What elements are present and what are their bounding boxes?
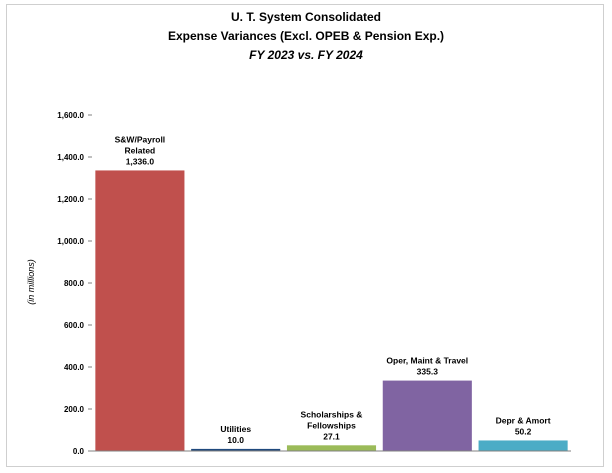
- chart-title-group: U. T. System Consolidated Expense Varian…: [168, 10, 444, 62]
- bar-value-label: 27.1: [323, 431, 340, 441]
- bar-value-label: 1,336.0: [126, 156, 155, 166]
- bar-value-label: 335.3: [417, 367, 439, 377]
- bar-category-label: Utilities: [220, 424, 251, 434]
- bar-series: [95, 170, 568, 451]
- bar: [478, 440, 568, 451]
- bar: [191, 448, 281, 451]
- bar-category-label: Fellowships: [307, 420, 356, 430]
- bar-value-label: 50.2: [515, 426, 532, 436]
- y-tick-label: 800.0: [64, 279, 85, 288]
- bar-category-label: Related: [125, 145, 156, 155]
- chart-subtitle: FY 2023 vs. FY 2024: [249, 48, 363, 62]
- y-tick-label: 600.0: [64, 321, 85, 330]
- y-tick-label: 1,400.0: [57, 153, 84, 162]
- bar-category-label: Scholarships &: [301, 409, 363, 419]
- bar: [95, 170, 185, 451]
- y-tick-label: 1,000.0: [57, 237, 84, 246]
- bar: [286, 445, 377, 451]
- bar-value-label: 10.0: [227, 435, 244, 445]
- bar-category-label: Depr & Amort: [496, 415, 551, 425]
- chart-title-line-2: Expense Variances (Excl. OPEB & Pension …: [168, 29, 444, 43]
- y-tick-label: 1,600.0: [57, 111, 84, 120]
- bar: [382, 380, 472, 451]
- bar-category-label: Oper, Maint & Travel: [386, 356, 468, 366]
- chart-title-line-1: U. T. System Consolidated: [231, 10, 381, 24]
- y-axis-label: (in millions): [26, 259, 36, 305]
- y-tick-label: 200.0: [64, 405, 85, 414]
- bar-category-label: S&W/Payroll: [115, 134, 166, 144]
- y-axis-ticks: 0.0 200.0 400.0 600.0 800.0 1,000.0 1,200.0 1,4…: [57, 111, 92, 456]
- y-tick-label: 1,200.0: [57, 195, 84, 204]
- y-tick-label: 400.0: [64, 363, 85, 372]
- y-tick-label: 0.0: [73, 447, 85, 456]
